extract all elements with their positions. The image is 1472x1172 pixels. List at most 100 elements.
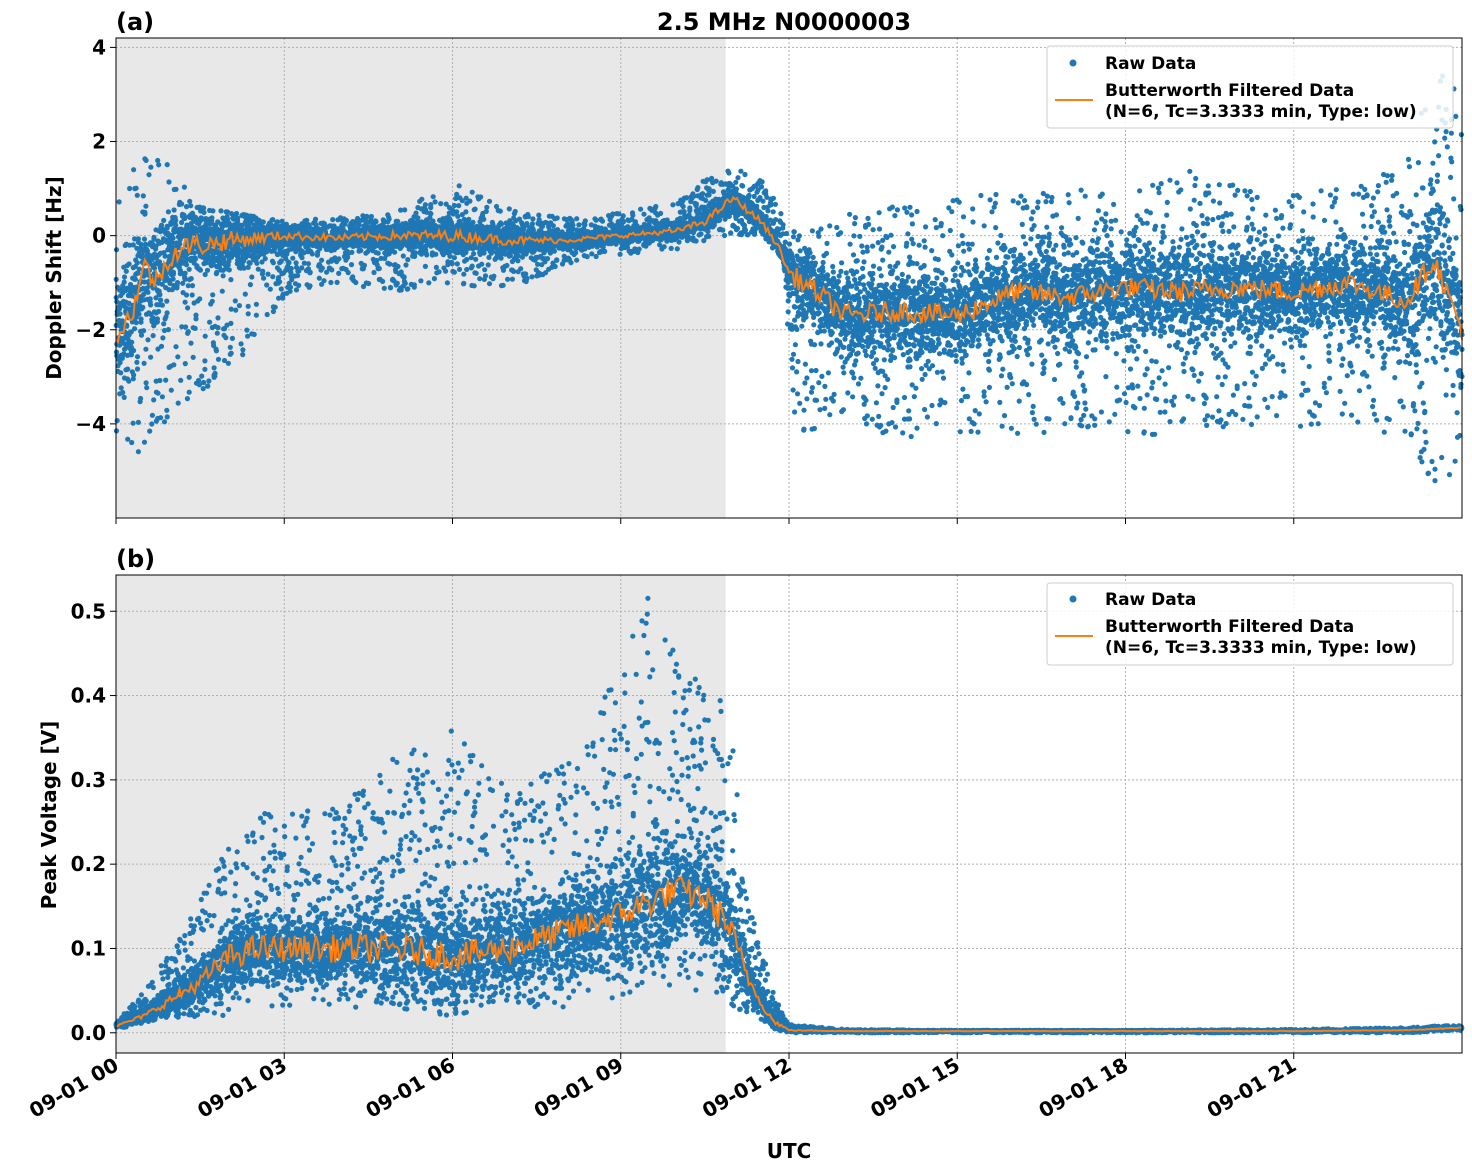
raw-data-point xyxy=(156,162,162,168)
raw-data-point xyxy=(424,252,430,258)
raw-data-point xyxy=(233,210,240,217)
raw-data-point xyxy=(680,203,686,210)
raw-data-point xyxy=(700,191,706,197)
raw-data-point xyxy=(343,218,349,224)
raw-data-point xyxy=(162,253,168,259)
raw-data-point xyxy=(479,261,485,267)
raw-data-point xyxy=(130,420,136,426)
raw-data-point xyxy=(551,248,558,254)
raw-data-point xyxy=(174,280,181,286)
raw-data-point xyxy=(415,215,421,221)
raw-data-point xyxy=(400,253,406,259)
raw-data-point xyxy=(160,335,166,341)
raw-data-point xyxy=(158,222,165,228)
raw-data-point xyxy=(167,280,173,286)
raw-data-point xyxy=(140,193,146,199)
raw-data-point xyxy=(500,282,506,288)
raw-data-point xyxy=(433,264,439,270)
raw-data-point xyxy=(334,279,340,285)
raw-data-point xyxy=(191,250,197,256)
raw-data-point xyxy=(630,212,636,218)
raw-data-point xyxy=(179,219,185,226)
raw-data-point xyxy=(728,230,734,236)
raw-data-point xyxy=(121,279,127,285)
raw-data-point xyxy=(582,218,588,224)
raw-data-point xyxy=(454,261,460,267)
raw-data-point xyxy=(159,394,165,400)
raw-data-point xyxy=(173,222,179,228)
raw-data-point xyxy=(482,267,488,273)
raw-data-point xyxy=(149,256,155,263)
raw-data-point xyxy=(418,278,424,284)
raw-data-point xyxy=(661,244,667,250)
raw-data-point xyxy=(405,286,411,292)
raw-data-point xyxy=(288,265,294,272)
raw-data-point xyxy=(552,263,558,270)
raw-data-point xyxy=(554,215,560,221)
raw-data-point xyxy=(208,247,214,253)
raw-data-point xyxy=(319,265,325,271)
raw-data-point xyxy=(134,245,140,251)
raw-data-point xyxy=(125,436,131,442)
raw-data-point xyxy=(312,216,319,222)
raw-data-point xyxy=(175,354,181,360)
raw-data-point xyxy=(196,382,202,388)
raw-data-point xyxy=(215,356,222,362)
raw-data-point xyxy=(617,251,623,257)
raw-data-point xyxy=(386,216,392,222)
raw-data-point xyxy=(380,278,386,284)
raw-data-point xyxy=(329,267,335,273)
raw-data-point xyxy=(695,185,701,191)
raw-data-point xyxy=(188,340,194,346)
raw-data-point xyxy=(155,346,161,352)
raw-data-point xyxy=(197,296,203,302)
raw-data-point xyxy=(395,263,401,270)
raw-data-point xyxy=(118,370,124,376)
raw-data-point xyxy=(430,194,436,200)
raw-data-point xyxy=(244,327,250,333)
raw-data-point xyxy=(178,377,184,383)
raw-data-point xyxy=(478,194,484,200)
raw-data-point xyxy=(456,266,463,272)
raw-data-point xyxy=(161,327,168,334)
raw-data-point xyxy=(524,275,530,281)
raw-data-point xyxy=(128,352,134,358)
raw-data-point xyxy=(405,257,411,263)
raw-data-point xyxy=(394,280,400,286)
raw-data-point xyxy=(143,157,149,163)
raw-data-point xyxy=(456,203,462,209)
raw-data-point xyxy=(265,271,271,277)
raw-data-point xyxy=(451,269,457,275)
raw-data-point xyxy=(676,239,682,245)
raw-data-point xyxy=(464,266,470,273)
raw-data-point xyxy=(299,265,305,271)
raw-data-point xyxy=(141,439,148,445)
raw-data-point xyxy=(491,273,497,279)
raw-data-point xyxy=(511,268,517,274)
raw-data-point xyxy=(179,201,185,207)
raw-data-point xyxy=(287,284,294,290)
raw-data-point xyxy=(170,276,176,282)
raw-data-point xyxy=(132,276,138,282)
raw-data-point xyxy=(210,292,216,298)
raw-data-point xyxy=(147,296,153,302)
raw-data-point xyxy=(148,302,154,308)
raw-data-point xyxy=(498,255,504,261)
raw-data-point xyxy=(461,271,467,277)
raw-data-point xyxy=(151,236,157,242)
raw-data-point xyxy=(518,266,524,272)
raw-data-point xyxy=(143,346,149,352)
raw-data-point xyxy=(428,211,434,217)
raw-data-point xyxy=(584,254,590,260)
raw-data-point xyxy=(345,270,351,276)
raw-data-point xyxy=(188,276,194,282)
raw-data-point xyxy=(293,287,300,293)
raw-data-point xyxy=(570,222,576,228)
raw-data-point xyxy=(247,282,253,288)
raw-data-point xyxy=(154,316,160,322)
raw-data-point xyxy=(589,251,595,257)
raw-data-point xyxy=(141,279,148,285)
raw-data-point xyxy=(205,383,211,389)
raw-data-point xyxy=(471,283,477,289)
